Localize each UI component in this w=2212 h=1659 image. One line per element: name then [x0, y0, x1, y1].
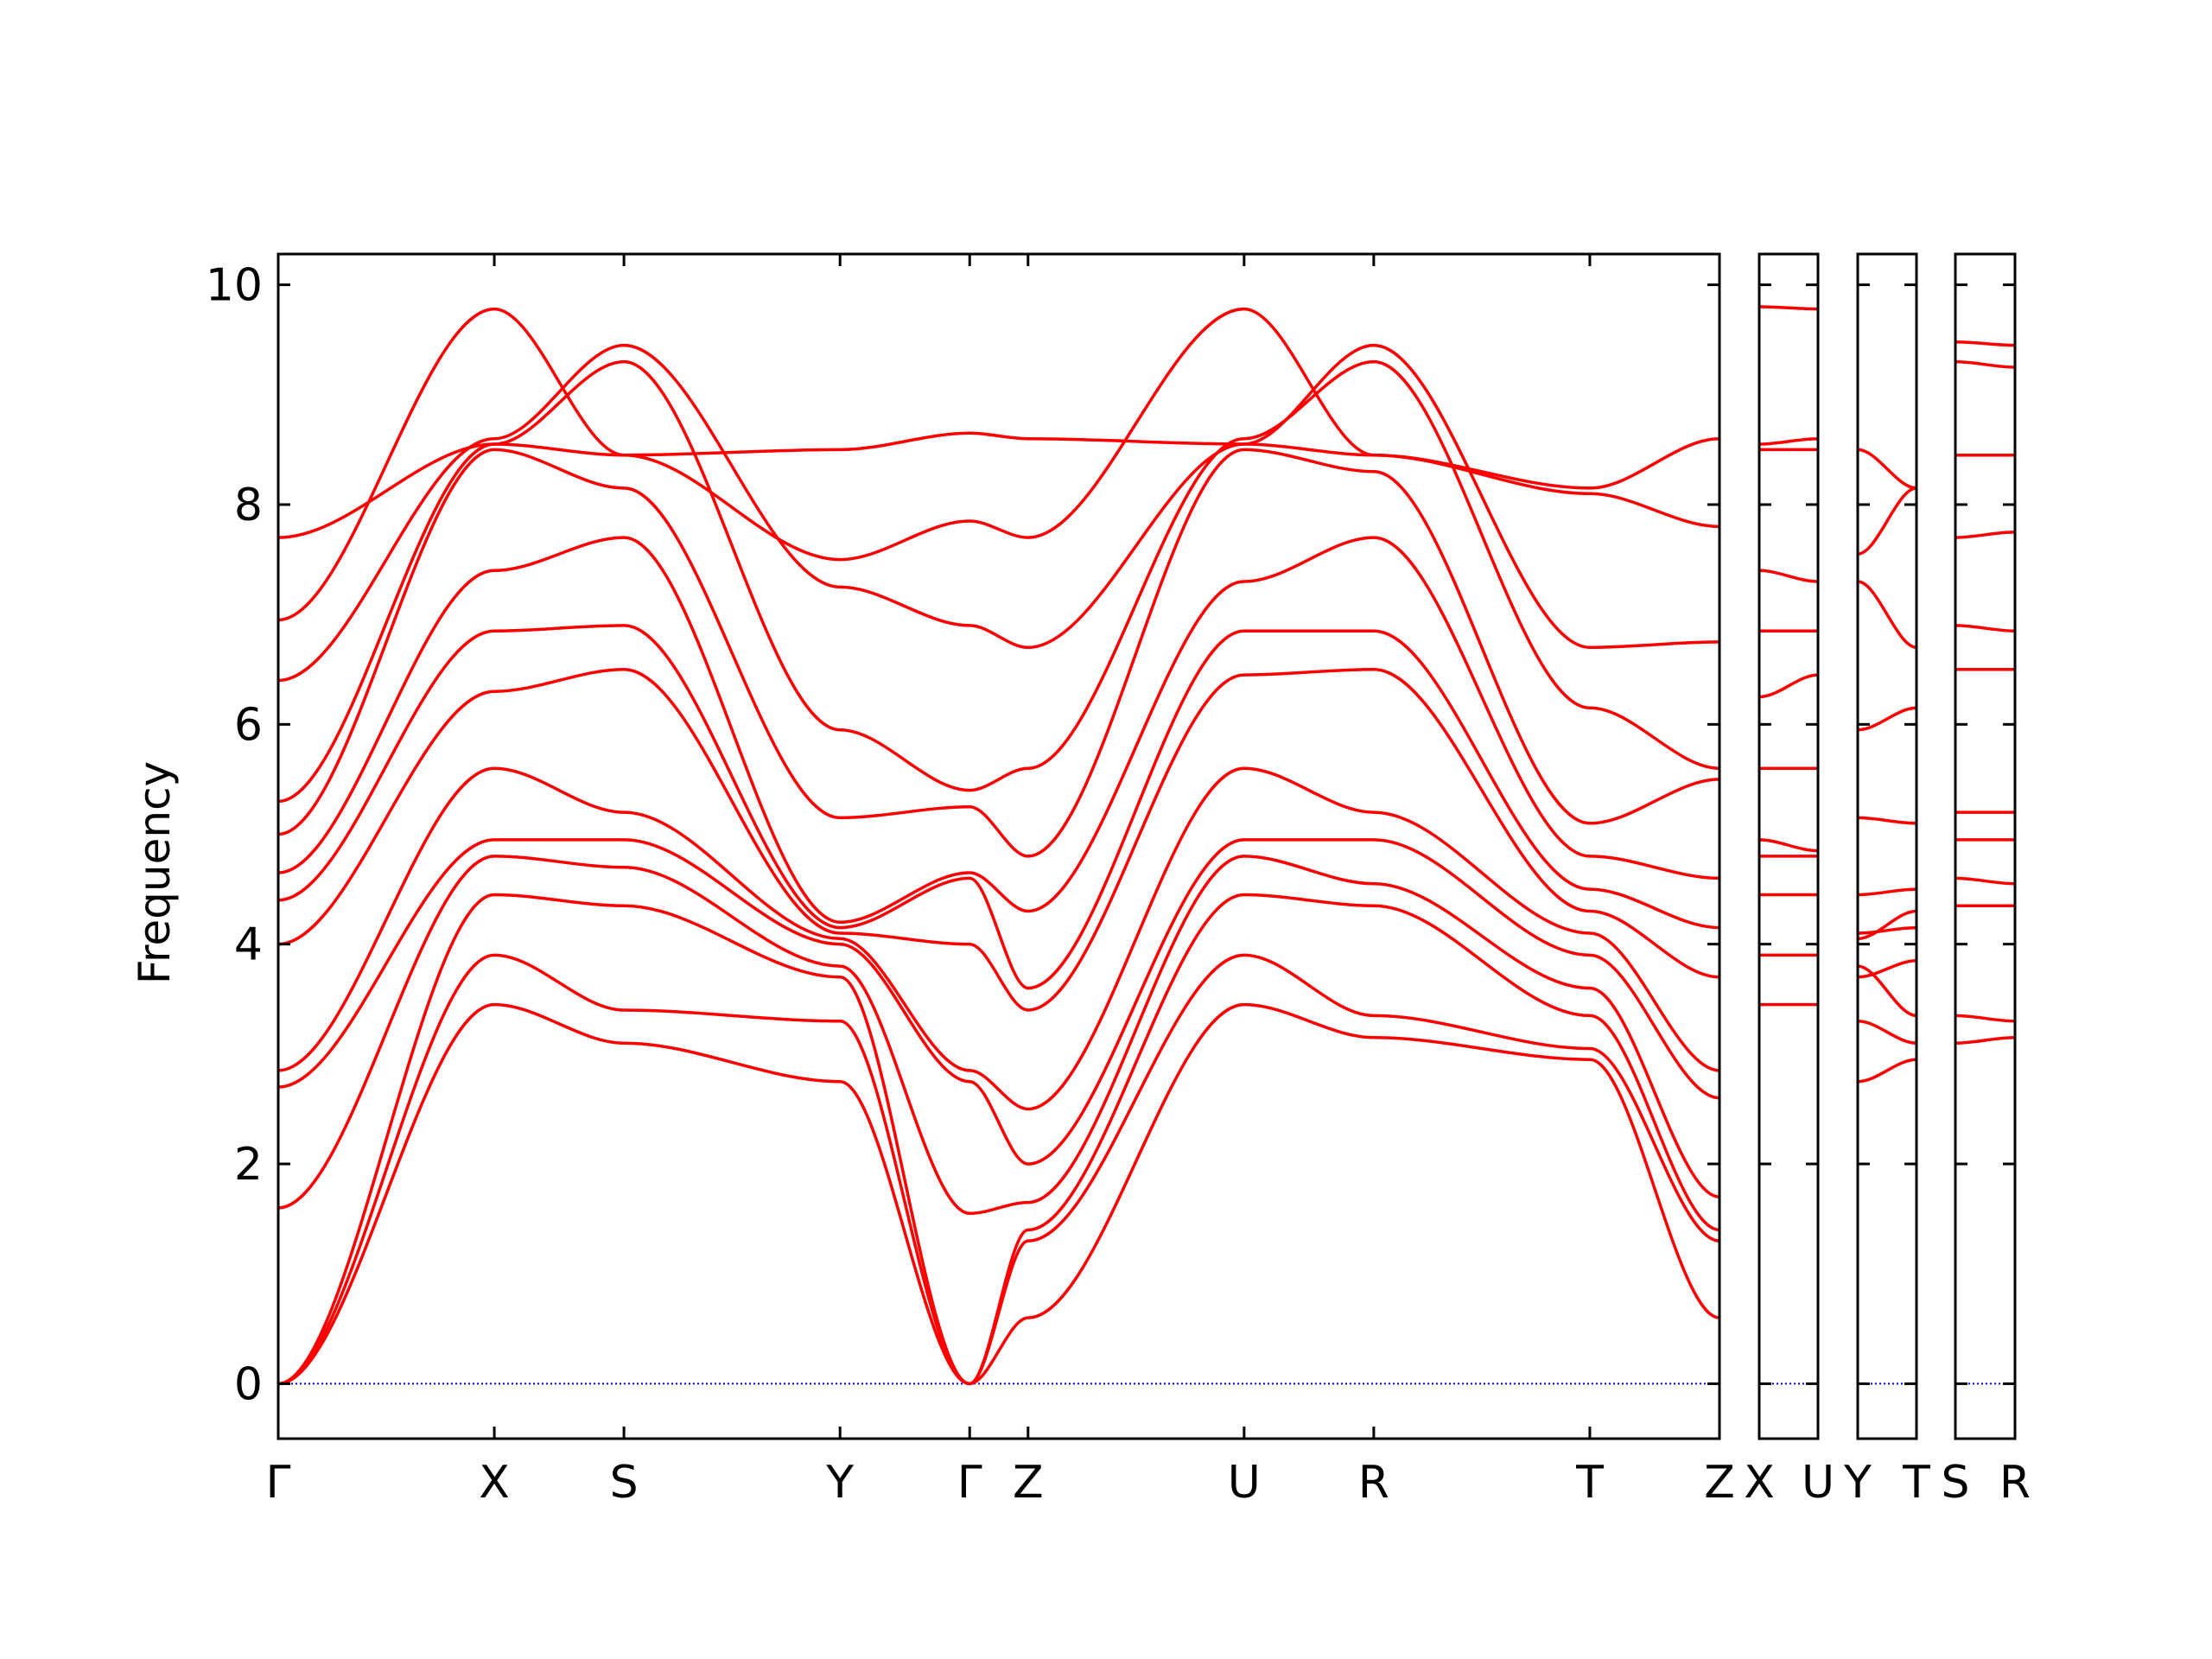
band-line-3-8: [1955, 531, 2016, 539]
band-line-0-3: [277, 855, 1720, 1216]
x-tick-label: Z: [1704, 1457, 1735, 1509]
x-tick-label: Z: [1013, 1457, 1044, 1509]
x-tick-label: S: [1941, 1457, 1969, 1509]
band-line-0-2: [277, 893, 1720, 1386]
y-tick-label: 8: [234, 480, 263, 531]
band-line-2-3: [1857, 959, 1917, 979]
band-line-3-10: [1955, 359, 2016, 369]
band-line-0-0: [277, 1002, 1720, 1386]
y-tick-label: 4: [234, 919, 263, 971]
y-axis-label: Frequency: [130, 761, 180, 984]
x-tick-label: Y: [1843, 1457, 1872, 1509]
band-line-2-5: [1857, 925, 1917, 935]
band-line-3-7: [1955, 624, 2016, 632]
band-line-2-6: [1857, 887, 1917, 897]
band-line-1-8: [1758, 569, 1819, 583]
x-tick-label: X: [1744, 1457, 1775, 1509]
band-line-2-4: [1857, 909, 1917, 941]
x-tick-label: R: [1358, 1457, 1389, 1509]
panel-frame: [1758, 252, 1820, 1440]
x-tick-label: T: [1575, 1457, 1604, 1509]
band-line-0-4: [277, 838, 1720, 1166]
y-tick-label: 0: [234, 1358, 263, 1410]
x-tick-label: T: [1902, 1457, 1930, 1509]
x-tick-label: U: [1228, 1457, 1261, 1509]
band-line-0-6: [277, 667, 1720, 1012]
band-line-0-8: [277, 536, 1720, 925]
band-line-2-2: [1857, 964, 1917, 1018]
band-line-3-1: [1955, 1014, 2016, 1023]
y-tick-label: 6: [234, 699, 263, 751]
x-tick-label: X: [479, 1457, 510, 1509]
band-line-3-0: [1955, 1036, 2016, 1045]
band-line-0-10: [277, 359, 1720, 804]
band-line-3-11: [1955, 340, 2016, 347]
band-line-2-9: [1857, 580, 1917, 650]
band-line-1-10: [1758, 436, 1819, 446]
band-line-2-1: [1857, 1019, 1917, 1045]
x-tick-label: Y: [825, 1457, 854, 1509]
panel-frame: [276, 252, 1721, 1440]
band-line-0-5: [277, 766, 1720, 1111]
x-tick-label: S: [610, 1457, 639, 1509]
y-tick-label: 10: [206, 260, 263, 312]
band-line-0-7: [277, 624, 1720, 990]
band-line-2-0: [1857, 1058, 1917, 1084]
x-tick-label: Γ: [957, 1457, 982, 1509]
band-line-0-11: [277, 343, 1720, 683]
x-tick-label: Γ: [266, 1457, 291, 1509]
band-line-2-7: [1857, 816, 1917, 825]
y-tick-label: 2: [234, 1139, 263, 1191]
band-line-2-11: [1857, 448, 1917, 490]
x-tick-label: R: [1999, 1457, 2031, 1509]
band-line-1-3: [1758, 838, 1819, 853]
band-line-2-8: [1857, 706, 1917, 732]
band-line-0-13: [277, 431, 1720, 539]
band-line-2-10: [1857, 486, 1917, 556]
panel-frame: [1954, 252, 2017, 1440]
panel-frame: [1856, 252, 1918, 1440]
band-line-3-3: [1955, 876, 2016, 886]
band-line-1-11: [1758, 305, 1819, 311]
band-line-0-9: [277, 448, 1720, 858]
x-tick-label: U: [1802, 1457, 1834, 1509]
band-line-1-6: [1758, 673, 1819, 699]
